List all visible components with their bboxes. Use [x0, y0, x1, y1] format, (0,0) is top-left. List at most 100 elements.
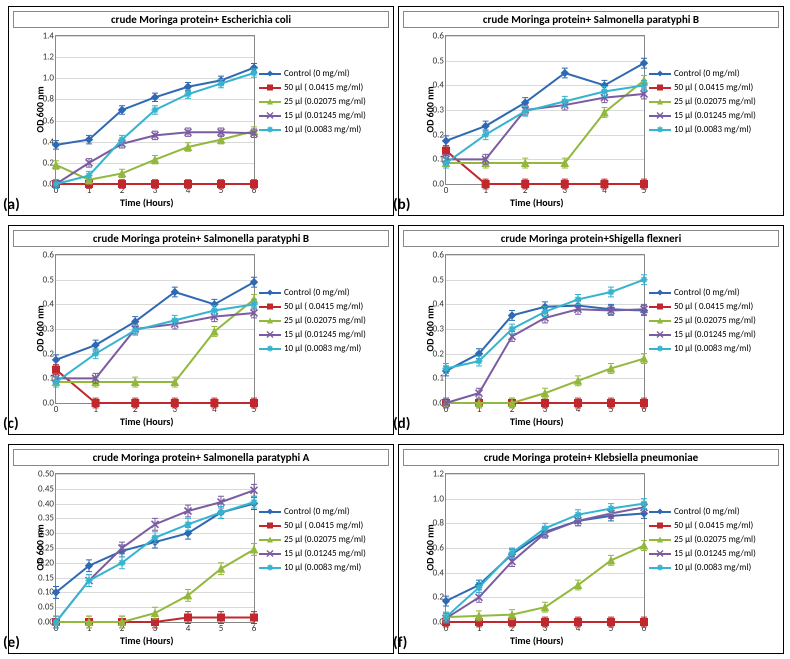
legend-item: 10 µl (0.0083 mg/ml): [649, 342, 756, 355]
y-axis-label: OD 600 nm: [424, 524, 437, 570]
marker: [119, 181, 126, 188]
x-axis-label: Time (Hours): [120, 415, 174, 428]
legend-swatch: [259, 288, 281, 297]
legend-label: 25 µl (0.02075 mg/ml): [284, 533, 366, 546]
marker: [561, 181, 568, 188]
legend-item: 15 µl (0.01245 mg/ml): [259, 328, 366, 341]
legend-label: 10 µl (0.0083 mg/ml): [674, 123, 751, 136]
marker: [185, 614, 192, 621]
marker: [608, 557, 615, 564]
legend-swatch: [649, 316, 671, 325]
legend-swatch: [649, 125, 671, 134]
panel-label-a: (a): [3, 196, 20, 214]
marker: [601, 88, 608, 95]
legend-swatch: [259, 563, 281, 572]
chart-svg: [56, 36, 254, 184]
marker: [601, 181, 608, 188]
legend-label: 10 µl (0.0083 mg/ml): [674, 561, 751, 574]
plot-area: 0.00.20.40.60.81.01.20123456: [445, 473, 645, 623]
legend-swatch: [259, 344, 281, 353]
y-tick: 0.6: [433, 250, 446, 261]
legend-item: 50 µl ( 0.0415 mg/ml): [259, 300, 366, 313]
marker: [119, 136, 126, 143]
legend-label: 25 µl (0.02075 mg/ml): [284, 95, 366, 108]
marker: [608, 400, 615, 407]
panel-label-e: (e): [3, 634, 20, 652]
chart-title: crude Moringa protein+ Salmonella paraty…: [13, 449, 389, 466]
legend-item: 15 µl (0.01245 mg/ml): [649, 109, 756, 122]
y-tick: 0.6: [433, 31, 446, 42]
legend-label: 10 µl (0.0083 mg/ml): [674, 342, 751, 355]
plot-area: 0.00.10.20.30.40.50.6012345: [55, 254, 255, 404]
legend-label: 15 µl (0.01245 mg/ml): [674, 547, 756, 560]
legend-label: 10 µl (0.0083 mg/ml): [284, 123, 361, 136]
legend-item: 25 µl (0.02075 mg/ml): [259, 95, 366, 108]
legend-swatch: [259, 97, 281, 106]
y-tick: 1.2: [43, 52, 56, 63]
marker: [251, 400, 258, 407]
marker: [185, 83, 192, 90]
y-axis-label: OD 600 nm: [34, 305, 47, 351]
legend-item: 50 µl ( 0.0415 mg/ml): [649, 300, 756, 313]
y-tick: 0.5: [433, 55, 446, 66]
legend-swatch: [649, 507, 671, 516]
legend: Control (0 mg/ml)50 µl ( 0.0415 mg/ml)25…: [649, 286, 756, 356]
plot-area: 0.00.10.20.30.40.50.60123456: [445, 254, 645, 404]
legend-label: 25 µl (0.02075 mg/ml): [674, 95, 756, 108]
marker: [92, 400, 99, 407]
marker: [218, 509, 225, 516]
y-axis-label: OD 600 nm: [34, 524, 47, 570]
marker: [542, 400, 549, 407]
legend-item: Control (0 mg/ml): [649, 67, 756, 80]
legend-swatch: [259, 83, 281, 92]
marker: [211, 307, 218, 314]
marker: [443, 147, 450, 154]
plot-area: 0.000.050.100.150.200.250.300.350.400.45…: [55, 473, 255, 623]
legend-swatch: [649, 563, 671, 572]
series-line-control: [56, 282, 254, 360]
marker: [185, 521, 192, 528]
marker: [641, 619, 648, 626]
legend-swatch: [259, 125, 281, 134]
y-tick: 0.6: [43, 250, 56, 261]
legend-label: 50 µl ( 0.0415 mg/ml): [284, 519, 363, 532]
panel-e: crude Moringa protein+ Salmonella paraty…: [8, 444, 394, 654]
legend-label: 50 µl ( 0.0415 mg/ml): [674, 300, 753, 313]
y-axis-label: OD 600 nm: [424, 86, 437, 132]
chart-svg: [446, 255, 644, 403]
plot-area: 0.00.20.40.60.81.01.21.40123456: [55, 35, 255, 185]
marker: [211, 400, 218, 407]
legend-swatch: [259, 549, 281, 558]
legend-swatch: [649, 69, 671, 78]
chart-title: crude Moringa protein+Shigella flexneri: [403, 230, 779, 247]
legend-item: 15 µl (0.01245 mg/ml): [259, 547, 366, 560]
legend-label: 10 µl (0.0083 mg/ml): [284, 342, 361, 355]
legend-swatch: [259, 330, 281, 339]
marker: [152, 181, 159, 188]
legend-item: 25 µl (0.02075 mg/ml): [649, 95, 756, 108]
legend-swatch: [259, 302, 281, 311]
legend-item: 15 µl (0.01245 mg/ml): [649, 547, 756, 560]
marker: [185, 91, 192, 98]
chart-title: crude Moringa protein+ Salmonella paraty…: [403, 11, 779, 28]
y-tick: 0.05: [38, 602, 56, 613]
marker: [575, 619, 582, 626]
legend-item: 10 µl (0.0083 mg/ml): [259, 342, 366, 355]
y-tick: 0.45: [38, 483, 56, 494]
panel-label-d: (d): [393, 415, 410, 433]
legend-label: 50 µl ( 0.0415 mg/ml): [674, 81, 753, 94]
marker: [641, 181, 648, 188]
legend-item: 10 µl (0.0083 mg/ml): [649, 123, 756, 136]
legend-swatch: [649, 330, 671, 339]
legend-swatch: [259, 521, 281, 530]
marker: [218, 80, 225, 87]
legend-label: 50 µl ( 0.0415 mg/ml): [284, 81, 363, 94]
chart-title: crude Moringa protein+ Salmonella paraty…: [13, 230, 389, 247]
legend-item: Control (0 mg/ml): [649, 505, 756, 518]
marker: [152, 94, 159, 101]
y-tick: 0.50: [38, 469, 56, 480]
marker: [171, 400, 178, 407]
legend-item: Control (0 mg/ml): [259, 505, 366, 518]
legend-item: Control (0 mg/ml): [259, 67, 366, 80]
marker: [641, 542, 648, 549]
